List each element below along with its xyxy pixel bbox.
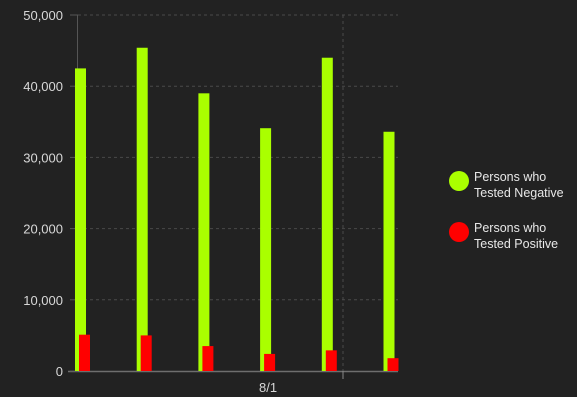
bar-negative	[260, 128, 272, 371]
bar-positive	[140, 335, 152, 371]
legend-swatch	[449, 171, 469, 191]
bar-positive	[325, 350, 337, 371]
bar-negative	[383, 131, 395, 371]
y-tick-label: 30,000	[23, 150, 63, 165]
y-tick-label: 10,000	[23, 293, 63, 308]
bar-negative	[136, 47, 148, 371]
bar-positive	[387, 358, 399, 371]
x-tick-label: 8/1	[259, 380, 277, 395]
legend-label: Tested Positive	[474, 237, 558, 251]
bar-positive	[202, 346, 214, 371]
y-tick-label: 40,000	[23, 79, 63, 94]
y-tick-label: 20,000	[23, 222, 63, 237]
bar-negative	[321, 57, 333, 371]
legend-label: Persons who	[474, 170, 546, 184]
bar-layer	[75, 47, 399, 372]
y-tick-label: 50,000	[23, 8, 63, 23]
bar-negative	[198, 93, 210, 371]
legend: Persons who Tested Negative Persons who Tes…	[449, 170, 564, 251]
axis-layer	[68, 14, 398, 379]
tick-layer: 0 10,000 20,000 30,000 40,000 50,000 8/1	[23, 8, 277, 395]
y-tick-label: 0	[56, 364, 63, 379]
legend-label: Persons who	[474, 221, 546, 235]
bar-positive	[79, 334, 90, 371]
legend-label: Tested Negative	[474, 186, 564, 200]
bar-positive	[264, 353, 276, 371]
bar-negative	[75, 68, 86, 372]
legend-swatch	[449, 222, 469, 242]
grid-layer	[78, 14, 398, 371]
